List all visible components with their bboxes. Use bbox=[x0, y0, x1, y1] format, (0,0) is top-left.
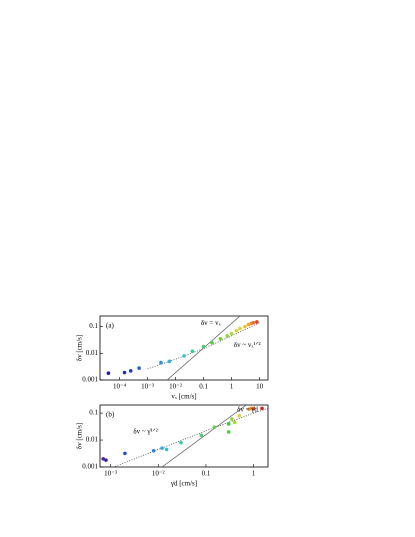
guide-line bbox=[147, 322, 260, 370]
data-point bbox=[243, 324, 247, 329]
data-point bbox=[160, 446, 164, 450]
guide-line bbox=[112, 408, 268, 467]
data-point bbox=[122, 370, 127, 375]
y-tick-label: 0.1 bbox=[89, 322, 98, 330]
data-point bbox=[237, 413, 242, 418]
data-point bbox=[210, 340, 214, 345]
x-tick-label: 0.1 bbox=[202, 470, 211, 478]
panel-label: (a) bbox=[106, 322, 114, 330]
x-tick-label: 10⁻⁴ bbox=[113, 383, 127, 391]
data-point bbox=[226, 430, 231, 434]
data-point bbox=[164, 447, 169, 452]
data-point bbox=[218, 336, 223, 341]
plot-frame bbox=[99, 404, 269, 468]
data-point bbox=[128, 369, 133, 373]
y-axis-label: δv [cm/s] bbox=[76, 423, 84, 449]
panel-label: (b) bbox=[106, 411, 115, 419]
data-point bbox=[255, 320, 259, 324]
data-point bbox=[238, 326, 242, 331]
x-tick-label: 10⁻³ bbox=[104, 470, 117, 478]
data-point bbox=[212, 425, 217, 429]
x-axis-label: γ̇d [cm/s] bbox=[170, 480, 197, 488]
data-point bbox=[251, 406, 256, 411]
data-point bbox=[226, 422, 231, 426]
x-tick-label: 10⁻² bbox=[169, 383, 182, 391]
x-tick-label: 1 bbox=[252, 470, 256, 478]
data-point bbox=[199, 433, 204, 438]
x-tick-label: 10⁻² bbox=[152, 470, 165, 478]
data-point bbox=[159, 360, 163, 365]
data-point bbox=[167, 359, 172, 364]
y-tick-label: 0.1 bbox=[89, 409, 98, 417]
data-point bbox=[190, 349, 195, 353]
guide-line bbox=[161, 405, 247, 467]
x-tick-label: 1 bbox=[230, 383, 234, 391]
annotation: δv = vₓ bbox=[201, 319, 222, 327]
y-axis-label: δv [cm/s] bbox=[76, 335, 84, 361]
data-point bbox=[251, 320, 256, 325]
x-tick-label: 10 bbox=[256, 383, 264, 391]
data-point bbox=[104, 458, 108, 462]
data-point bbox=[246, 322, 251, 327]
y-tick-label: 0.001 bbox=[82, 376, 98, 384]
data-point bbox=[225, 334, 230, 338]
data-point bbox=[230, 417, 234, 421]
y-tick-label: 0.01 bbox=[86, 436, 99, 444]
y-tick-label: 0.01 bbox=[86, 349, 99, 357]
data-point bbox=[201, 344, 206, 349]
plot-frame bbox=[99, 315, 269, 381]
x-tick-label: 10⁻³ bbox=[141, 383, 154, 391]
data-point bbox=[137, 366, 141, 370]
x-axis-label: vₓ [cm/s] bbox=[171, 393, 196, 401]
data-point bbox=[182, 354, 186, 358]
data-point bbox=[179, 440, 183, 445]
data-point bbox=[123, 451, 127, 456]
annotation: δv ~ γ̇¹ᐟ² bbox=[133, 428, 157, 436]
annotation: δv ~ vₓ¹ᐟ² bbox=[234, 341, 261, 349]
data-point bbox=[232, 420, 237, 425]
data-point bbox=[106, 371, 111, 375]
data-point bbox=[260, 406, 264, 411]
x-tick-label: 0.1 bbox=[199, 383, 208, 391]
data-point bbox=[101, 457, 105, 461]
data-point bbox=[229, 331, 234, 336]
y-tick-label: 0.001 bbox=[82, 463, 98, 471]
annotation: δv = γ̇d bbox=[237, 406, 258, 414]
data-point bbox=[234, 328, 239, 333]
data-point bbox=[151, 448, 156, 453]
